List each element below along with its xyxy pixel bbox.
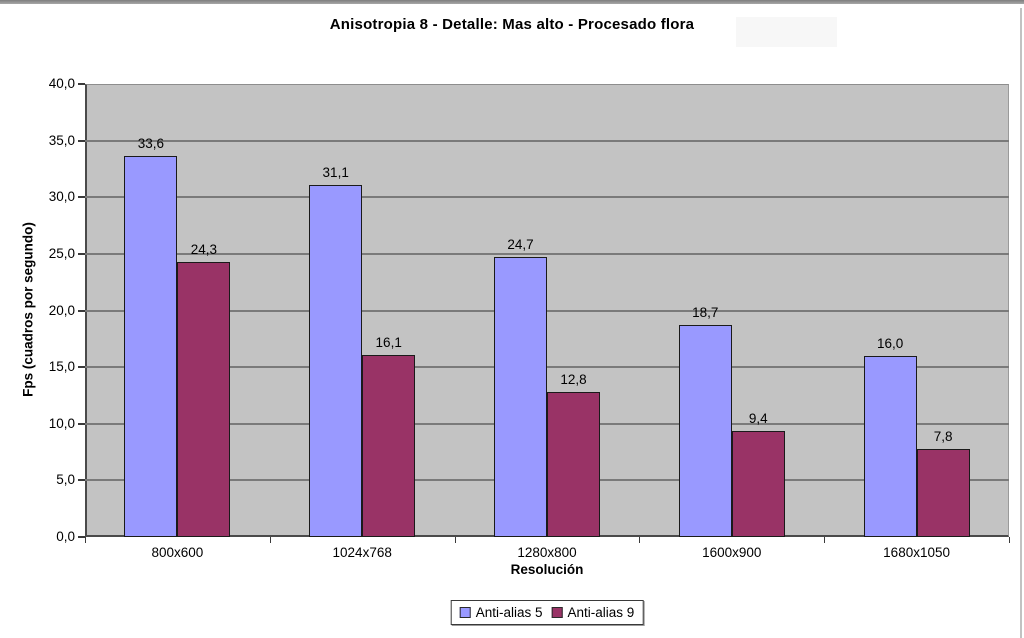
y-tick-label: 5,0 xyxy=(56,472,75,488)
x-axis-title: Resolución xyxy=(510,562,584,577)
y-tick-mark xyxy=(78,536,85,538)
legend-swatch-icon xyxy=(459,607,471,618)
bar-anti-alias-9 xyxy=(916,448,970,537)
title-highlight-artifact xyxy=(736,17,837,47)
data-label: 9,4 xyxy=(748,410,768,426)
y-tick-mark xyxy=(78,196,85,199)
y-tick-label: 40,0 xyxy=(48,76,75,91)
y-tick-mark xyxy=(78,422,85,425)
data-label: 12,8 xyxy=(560,372,587,388)
window-right-border xyxy=(1020,8,1022,638)
y-tick-mark xyxy=(78,366,85,369)
y-tick-label: 20,0 xyxy=(48,302,75,318)
legend-label: Anti-alias 5 xyxy=(475,605,543,620)
x-tick-mark xyxy=(824,537,826,543)
legend: Anti-alias 5 Anti-alias 9 xyxy=(450,600,644,625)
gridline xyxy=(85,252,1009,255)
legend-label: Anti-alias 9 xyxy=(567,605,635,620)
x-tick-mark xyxy=(454,537,456,543)
legend-item: Anti-alias 9 xyxy=(551,605,635,620)
gridline xyxy=(85,139,1009,142)
gridline xyxy=(85,196,1009,199)
x-category-label: 800x600 xyxy=(151,545,204,560)
x-tick-mark xyxy=(85,537,86,543)
y-tick-label: 35,0 xyxy=(48,132,75,148)
data-label: 16,1 xyxy=(375,334,402,350)
bar-anti-alias-5 xyxy=(494,257,547,537)
gridline xyxy=(85,366,1009,369)
window-top-border xyxy=(0,0,1024,4)
y-tick-mark xyxy=(78,139,85,142)
x-tick-mark xyxy=(639,537,641,543)
x-category-label: 1024x768 xyxy=(332,545,392,560)
bar-anti-alias-5 xyxy=(678,325,732,537)
bar-anti-alias-9 xyxy=(177,261,231,537)
y-tick-label: 10,0 xyxy=(48,415,75,431)
data-label: 16,0 xyxy=(876,335,904,351)
bar-anti-alias-9 xyxy=(731,430,785,537)
data-label: 33,6 xyxy=(137,136,165,152)
x-tick-mark xyxy=(269,537,271,543)
bar-anti-alias-5 xyxy=(863,355,917,537)
data-label: 18,7 xyxy=(692,305,719,321)
gridline xyxy=(85,309,1009,312)
x-category-label: 1680x1050 xyxy=(883,545,950,560)
y-tick-mark xyxy=(78,252,85,255)
data-label: 7,8 xyxy=(933,428,953,444)
bar-anti-alias-9 xyxy=(547,392,600,537)
chart-title: Anisotropia 8 - Detalle: Mas alto - Proc… xyxy=(329,16,695,33)
y-tick-label: 25,0 xyxy=(48,245,75,261)
legend-item: Anti-alias 5 xyxy=(459,605,543,620)
y-tick-mark xyxy=(78,83,85,85)
x-tick-mark xyxy=(1009,537,1010,543)
bar-anti-alias-9 xyxy=(362,354,416,537)
y-tick-label: 15,0 xyxy=(48,359,75,375)
y-tick-mark xyxy=(78,479,85,482)
y-tick-mark xyxy=(78,309,85,312)
y-tick-label: 30,0 xyxy=(48,189,75,205)
x-category-label: 1600x900 xyxy=(702,545,762,560)
data-label: 24,7 xyxy=(507,237,534,253)
bar-anti-alias-5 xyxy=(309,184,363,537)
x-category-label: 1280x800 xyxy=(517,545,577,560)
data-label: 24,3 xyxy=(190,241,218,257)
y-tick-label: 0,0 xyxy=(56,529,75,544)
legend-swatch-icon xyxy=(551,607,563,618)
data-label: 31,1 xyxy=(322,164,349,180)
bar-anti-alias-5 xyxy=(124,156,178,537)
